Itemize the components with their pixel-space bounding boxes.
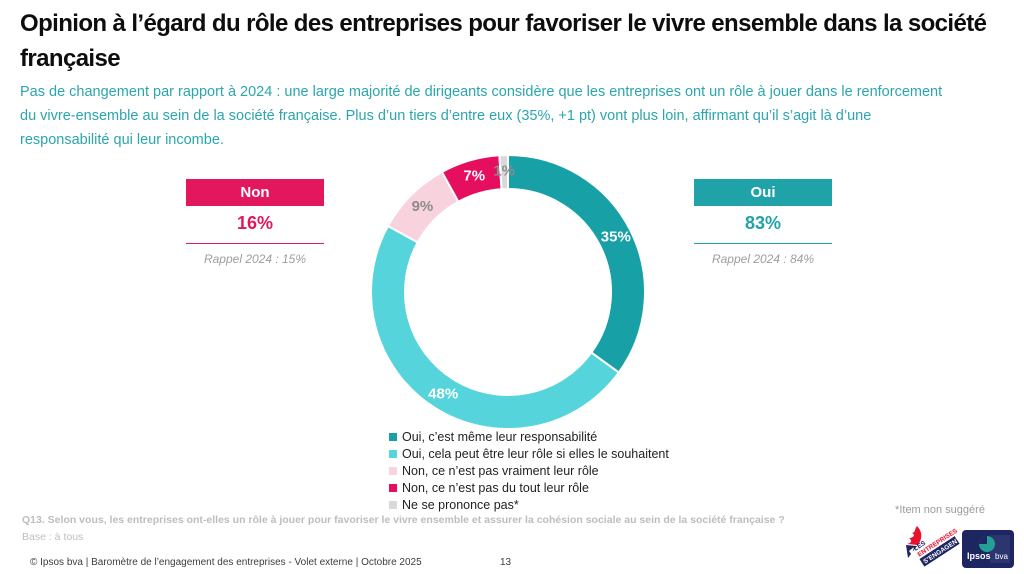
chart-legend: Oui, c’est même leur responsabilité Oui,… (389, 429, 669, 513)
legend-swatch (389, 500, 397, 509)
rooster-icon (906, 526, 922, 558)
legend-swatch (389, 450, 397, 459)
legend-label: Oui, c’est même leur responsabilité (402, 430, 598, 445)
non-rappel: Rappel 2024 : 15% (203, 252, 307, 266)
donut-segment (498, 153, 509, 191)
ipsos-brand: Ipsos (967, 551, 991, 561)
donut-segment-label: 35% (601, 229, 631, 246)
legend-swatch (389, 466, 397, 475)
donut-segment-label: 48% (428, 386, 458, 403)
footer-source: © Ipsos bva | Baromètre de l’engagement … (30, 557, 422, 568)
question-base: Base : à tous (22, 531, 84, 543)
legend-swatch (389, 433, 397, 442)
bva-brand: bva (995, 552, 1008, 561)
oui-rappel: Rappel 2024 : 84% (711, 252, 815, 266)
summary-non: Non 16% Rappel 2024 : 15% (186, 179, 324, 266)
donut-segment (370, 224, 621, 430)
donut-segment-label: 7% (463, 167, 485, 184)
oui-pill: Oui (694, 179, 832, 206)
legend-item: Non, ce n’est pas du tout leur rôle (389, 479, 669, 496)
legend-item: Oui, c’est même leur responsabilité (389, 429, 669, 446)
question-text: Q13. Selon vous, les entreprises ont-ell… (22, 514, 785, 526)
footnote: *Item non suggéré (895, 504, 985, 516)
legend-swatch (389, 483, 397, 492)
legend-label: Oui, cela peut être leur rôle si elles l… (402, 447, 669, 462)
legend-item: Ne se prononce pas* (389, 496, 669, 513)
legend-item: Non, ce n’est pas vraiment leur rôle (389, 463, 669, 480)
donut-segment-label: 1% (493, 163, 515, 180)
oui-value: 83% (744, 213, 782, 233)
legend-item: Oui, cela peut être leur rôle si elles l… (389, 446, 669, 463)
legend-label: Non, ce n’est pas vraiment leur rôle (402, 463, 599, 478)
ipsos-bva-logo: Ipsos bva (962, 530, 1014, 568)
subtitle: Pas de changement par rapport à 2024 : u… (20, 84, 943, 148)
page-number: 13 (500, 557, 512, 568)
page-title: Opinion à l’égard du rôle des entreprise… (20, 10, 987, 72)
legend-label: Ne se prononce pas* (402, 497, 519, 512)
entreprises-sengagent-logo: LES ENTREPRISES S’ENGAGENT (906, 526, 960, 567)
summary-oui: Oui 83% Rappel 2024 : 84% (694, 179, 832, 266)
non-value: 16% (236, 213, 274, 233)
non-divider (186, 243, 324, 244)
donut-segment (507, 153, 646, 374)
legend-label: Non, ce n’est pas du tout leur rôle (402, 480, 589, 495)
donut-chart: 35% 48% 9% 7% 1% (370, 153, 646, 430)
oui-divider (694, 243, 832, 244)
non-pill: Non (186, 179, 324, 206)
donut-segment-label: 9% (412, 198, 434, 215)
